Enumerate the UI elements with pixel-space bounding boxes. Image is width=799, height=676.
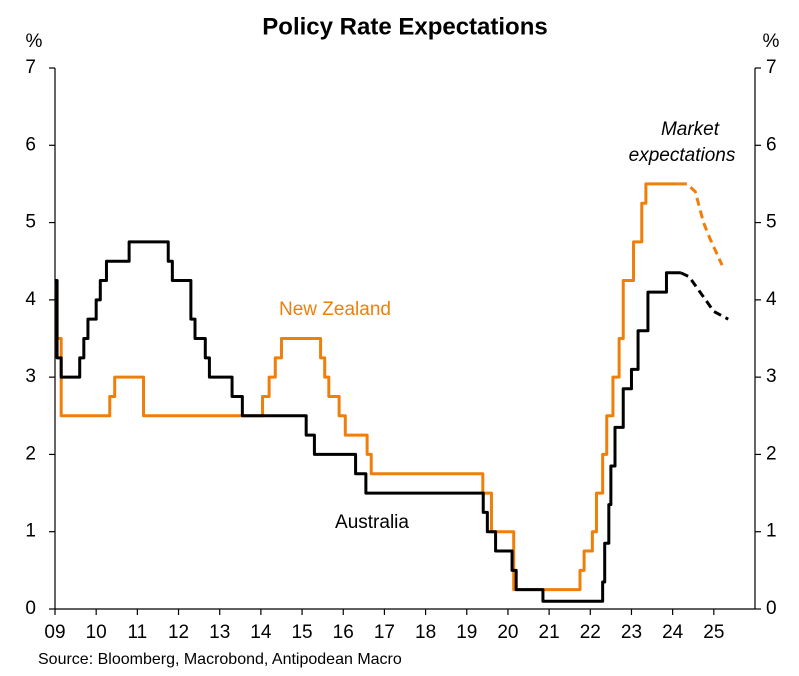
series-label: New Zealand <box>279 299 391 320</box>
y-tick-label: 0 <box>25 598 36 619</box>
x-tick-label: 16 <box>333 622 354 643</box>
series-line <box>55 240 681 603</box>
annotation: Market <box>661 119 720 140</box>
x-tick-label: 22 <box>580 622 601 643</box>
y2-tick-label: 1 <box>766 521 777 542</box>
x-tick-label: 09 <box>44 622 65 643</box>
series-label: Australia <box>335 512 409 533</box>
x-tick-label: 20 <box>497 622 518 643</box>
y-tick-label: 6 <box>25 134 36 155</box>
x-tick-label: 12 <box>168 622 189 643</box>
x-tick-label: 10 <box>86 622 107 643</box>
x-tick-label: 13 <box>209 622 230 643</box>
y2-tick-label: 3 <box>766 366 777 387</box>
x-tick-label: 24 <box>662 622 684 643</box>
series-line <box>55 182 679 592</box>
y-axis-label: % <box>26 31 43 52</box>
y2-tick-label: 4 <box>766 289 777 310</box>
x-tick-label: 25 <box>703 622 724 643</box>
x-tick-label: 14 <box>250 622 272 643</box>
y-tick-label: 5 <box>25 212 36 233</box>
expectation-line <box>678 182 724 266</box>
y2-tick-label: 2 <box>766 443 777 464</box>
source-note: Source: Bloomberg, Macrobond, Antipodean… <box>38 651 402 668</box>
y2-tick-label: 5 <box>766 212 777 233</box>
x-tick-label: 23 <box>621 622 642 643</box>
x-tick-label: 21 <box>539 622 560 643</box>
expectation-line <box>680 271 729 321</box>
x-tick-label: 18 <box>415 622 436 643</box>
chart-title: Policy Rate Expectations <box>262 13 547 40</box>
y2-axis-label: % <box>763 31 780 52</box>
y2-tick-label: 6 <box>766 134 777 155</box>
x-tick-label: 19 <box>456 622 477 643</box>
x-tick-label: 17 <box>374 622 395 643</box>
x-tick-label: 15 <box>291 622 312 643</box>
y-tick-label: 3 <box>25 366 36 387</box>
y-tick-label: 1 <box>25 521 36 542</box>
x-tick-label: 11 <box>127 622 147 643</box>
y-tick-label: 4 <box>25 289 36 310</box>
y2-tick-label: 0 <box>766 598 777 619</box>
annotation: expectations <box>629 145 736 166</box>
y-tick-label: 7 <box>25 57 36 78</box>
y-tick-label: 2 <box>25 443 36 464</box>
y2-tick-label: 7 <box>766 57 777 78</box>
